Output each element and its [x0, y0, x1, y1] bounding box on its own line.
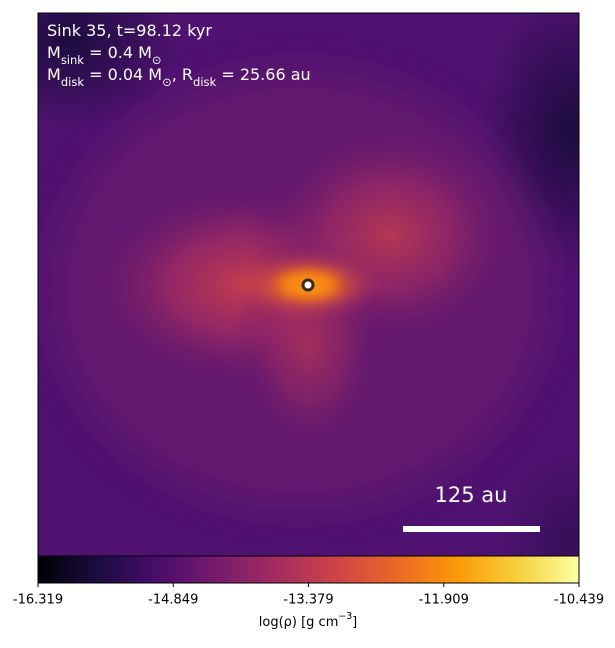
text-segment: , R	[172, 65, 193, 84]
tick-label: -10.439	[554, 593, 604, 608]
subscript: ⊙	[152, 53, 162, 67]
colorbar-label: log(ρ) [g cm−3]	[259, 611, 357, 630]
annotation: Sink 35, t=98.12 kyr	[47, 21, 212, 40]
subscript: disk	[193, 75, 217, 89]
text-segment: M	[47, 65, 61, 84]
colorbar-ticks: -16.319 -14.849 -13.379 -11.909 -10.439	[13, 583, 604, 608]
density-image	[38, 13, 579, 556]
scale-bar-label: 125 au	[435, 483, 508, 507]
superscript: −3	[338, 611, 352, 622]
text-segment: M	[47, 43, 61, 62]
annotation: Msink = 0.4 M⊙	[47, 43, 162, 67]
colorbar	[37, 555, 580, 584]
text-segment: log(ρ) [g cm	[259, 615, 339, 630]
scale-bar	[403, 526, 540, 532]
text-segment: ]	[352, 615, 357, 630]
subscript: sink	[61, 53, 84, 67]
tick-label: -11.909	[419, 593, 469, 608]
annotation: Mdisk = 0.04 M⊙, Rdisk = 25.66 au	[47, 65, 311, 89]
subscript: disk	[61, 75, 85, 89]
text-segment: = 0.4 M	[84, 43, 152, 62]
tick-label: -13.379	[283, 593, 333, 608]
text-segment: = 0.04 M	[84, 65, 162, 84]
subscript: ⊙	[162, 75, 172, 89]
text-segment: Sink 35, t=98.12 kyr	[47, 21, 212, 40]
tick-label: -14.849	[148, 593, 198, 608]
text-segment: = 25.66 au	[216, 65, 310, 84]
sink-marker	[301, 278, 315, 292]
tick-label: -16.319	[13, 593, 63, 608]
